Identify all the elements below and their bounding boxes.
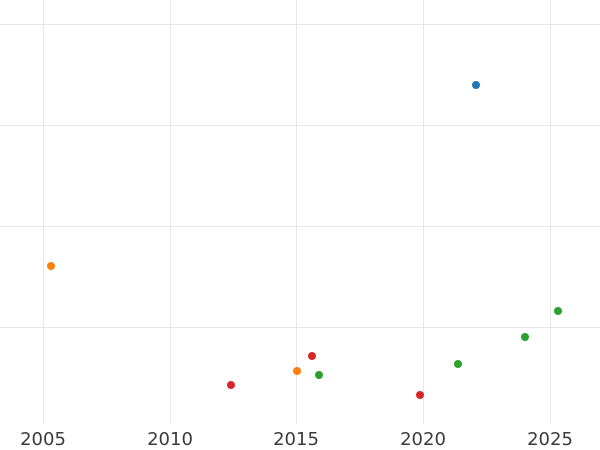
data-point-blue [472, 81, 480, 89]
data-point-green [554, 307, 562, 315]
horizontal-gridline [0, 24, 600, 25]
vertical-gridline [550, 0, 551, 424]
vertical-gridline [170, 0, 171, 424]
x-tick-label: 2015 [273, 429, 319, 450]
data-point-red [308, 352, 316, 360]
data-point-green [521, 333, 529, 341]
x-tick-label: 2010 [147, 429, 193, 450]
data-point-orange [47, 262, 55, 270]
vertical-gridline [423, 0, 424, 424]
vertical-gridline [43, 0, 44, 424]
horizontal-gridline [0, 125, 600, 126]
data-point-red [416, 391, 424, 399]
data-point-red [227, 381, 235, 389]
horizontal-gridline [0, 327, 600, 328]
vertical-gridline [296, 0, 297, 424]
data-point-green [454, 360, 462, 368]
horizontal-gridline [0, 226, 600, 227]
x-tick-label: 2020 [400, 429, 446, 450]
data-point-orange [293, 367, 301, 375]
x-tick-label: 2025 [527, 429, 573, 450]
data-point-green [315, 371, 323, 379]
x-tick-label: 2005 [20, 429, 66, 450]
